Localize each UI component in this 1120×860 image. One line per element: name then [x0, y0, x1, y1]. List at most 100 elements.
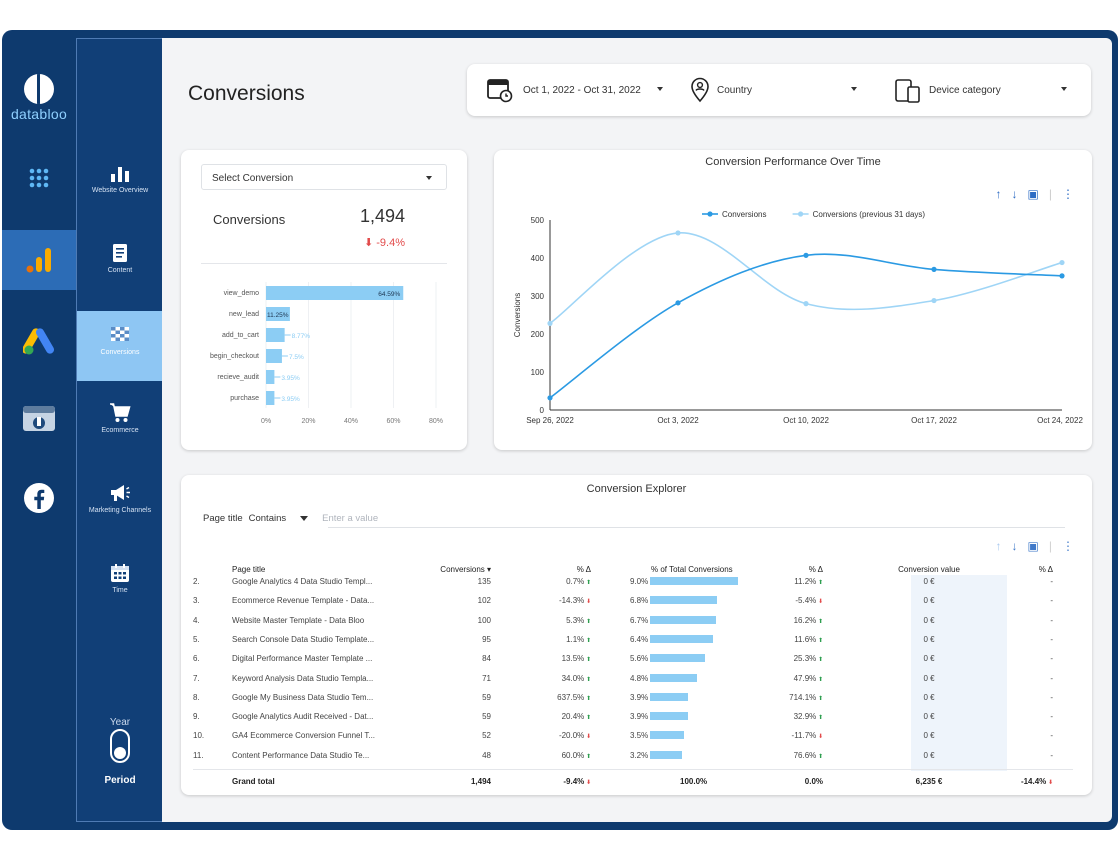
search-console-icon[interactable]	[2, 388, 76, 448]
nav-item-marketing-channels[interactable]: Marketing Channels	[77, 469, 163, 539]
brand-logo[interactable]: databloo	[2, 74, 76, 122]
google-ads-icon[interactable]	[2, 310, 76, 370]
nav-item-time[interactable]: Time	[77, 549, 163, 619]
arrow-up-icon: ⬆	[816, 715, 823, 722]
chevron-down-icon	[1061, 87, 1067, 91]
row-conversion-value: 0 €	[923, 577, 935, 586]
row-share: 9.0%	[630, 577, 780, 586]
arrow-up-icon: ⬆	[584, 618, 591, 625]
arrow-up-icon: ⬆	[816, 657, 823, 664]
grand-total-delta: -14.4% ⬇	[1020, 777, 1053, 786]
y-tick-label: 200	[531, 330, 545, 339]
arrow-up-icon: ⬆	[584, 753, 591, 760]
y-tick-label: 500	[531, 216, 545, 225]
kpi-delta: ⬇ -9.4%	[364, 236, 405, 249]
row-share-label: 6.4%	[630, 634, 649, 644]
row-number: 8.	[193, 692, 200, 702]
grand-total-delta: 0.0%	[804, 777, 823, 786]
column-header-delta: % Δ	[576, 565, 591, 574]
table-row[interactable]: 10. GA4 Ecommerce Conversion Funnel T... 5…	[181, 727, 1092, 746]
nav-item-website-overview[interactable]: Website Overview	[77, 149, 163, 219]
table-row[interactable]: 8. Google My Business Data Studio Tem... 5…	[181, 689, 1092, 708]
row-page-title: Google Analytics 4 Data Studio Templ...	[232, 577, 373, 586]
table-row[interactable]: 11. Content Performance Data Studio Te...…	[181, 747, 1092, 766]
x-tick-label: Oct 17, 2022	[911, 416, 957, 425]
row-number: 2.	[193, 577, 200, 586]
row-number: 11.	[193, 750, 204, 760]
sort-descending-icon[interactable]: ↓	[1011, 539, 1018, 553]
sort-descending-icon[interactable]: ↓	[1011, 187, 1018, 201]
row-delta: -20.0% ⬇	[558, 731, 591, 741]
row-conversions: 71	[482, 673, 491, 683]
row-page-title: GA4 Ecommerce Conversion Funnel T...	[232, 731, 376, 741]
table-row[interactable]: 6. Digital Performance Master Template ..…	[181, 650, 1092, 669]
grand-total-conversions: 1,494	[470, 777, 491, 786]
location-pin-icon	[691, 77, 709, 103]
x-tick-label: 60%	[386, 418, 400, 425]
row-delta: 20.4% ⬆	[561, 712, 591, 722]
column-header-conversions[interactable]: Conversions ▾	[440, 565, 491, 574]
chart-options-icon[interactable]: ▣	[1027, 539, 1039, 553]
nav-item-label: Ecommerce	[101, 427, 139, 434]
product-icon-bar: databloo	[2, 30, 76, 830]
row-share: 6.7%	[630, 615, 780, 625]
table-toolbar: ↑ ↓ ▣ | ⋮	[996, 539, 1074, 553]
table-row[interactable]: 2. Google Analytics 4 Data Studio Templ..…	[181, 573, 1092, 592]
filter-value-input[interactable]: Enter a value	[322, 513, 379, 524]
select-conversion-dropdown[interactable]: Select Conversion	[201, 164, 447, 190]
series-point	[1059, 259, 1065, 266]
conversion-value-column-band	[911, 575, 1007, 771]
table-row[interactable]: 9. Google Analytics Audit Received - Dat.…	[181, 708, 1092, 727]
section-nav: Website Overview Content Conversions Eco…	[76, 38, 163, 822]
date-range-picker[interactable]: Oct 1, 2022 - Oct 31, 2022	[487, 64, 663, 116]
analytics-icon[interactable]	[2, 230, 76, 290]
year-period-toggle[interactable]	[110, 729, 130, 763]
table-row[interactable]: 4. Website Master Template - Data Bloo 100…	[181, 612, 1092, 631]
nav-item-content[interactable]: Content	[77, 229, 163, 299]
row-conversion-value: 0 €	[923, 692, 935, 702]
arrow-up-icon: ⬆	[584, 657, 591, 664]
row-share-bar	[650, 634, 713, 643]
row-number: 7.	[193, 673, 200, 683]
x-tick-label: Sep 26, 2022	[526, 416, 574, 425]
arrow-down-icon: ⬇	[584, 599, 591, 606]
nav-item-label: Time	[112, 587, 128, 594]
x-tick-label: 0%	[261, 418, 271, 425]
brand-logo-text: databloo	[10, 106, 68, 122]
row-share-label: 9.0%	[630, 577, 649, 586]
kpi-label: Conversions	[213, 212, 286, 227]
row-number: 3.	[193, 596, 200, 606]
device-category-filter[interactable]: Device category	[895, 64, 1067, 116]
row-conversion-value: 0 €	[923, 615, 935, 625]
funnel-bar	[266, 391, 275, 405]
chart-options-icon[interactable]: ▣	[1027, 187, 1039, 201]
apps-grid-icon[interactable]	[2, 148, 76, 208]
table-row[interactable]: 3. Ecommerce Revenue Template - Data... 10…	[181, 592, 1092, 611]
more-menu-icon[interactable]: ⋮	[1062, 539, 1074, 553]
grand-total-delta: -9.4% ⬇	[563, 777, 591, 786]
row-delta: -	[1050, 634, 1053, 644]
row-number: 4.	[193, 615, 200, 625]
megaphone-icon	[77, 479, 163, 507]
filter-operator-select[interactable]: Contains	[249, 513, 317, 524]
row-conversions: 100	[477, 615, 491, 625]
row-share-bar	[650, 615, 716, 624]
facebook-icon[interactable]	[2, 468, 76, 528]
row-page-title: Digital Performance Master Template ...	[232, 654, 373, 664]
row-share: 6.4%	[630, 634, 780, 644]
row-share-label: 5.6%	[630, 654, 649, 664]
document-icon	[77, 239, 163, 267]
sort-ascending-icon[interactable]: ↑	[995, 539, 1002, 553]
more-menu-icon[interactable]: ⋮	[1062, 187, 1074, 201]
nav-item-ecommerce[interactable]: Ecommerce	[77, 389, 163, 459]
nav-item-conversions[interactable]: Conversions	[77, 311, 163, 381]
country-filter-value: Country	[717, 84, 753, 96]
row-conversion-value: 0 €	[923, 654, 935, 664]
grand-total-share: 100.0%	[680, 777, 708, 786]
sort-ascending-icon[interactable]: ↑	[995, 187, 1002, 201]
funnel-category-label: recieve_audit	[217, 374, 259, 381]
conversion-explorer-card: Conversion Explorer Page title Contains …	[181, 475, 1092, 795]
table-row[interactable]: 7. Keyword Analysis Data Studio Templa...…	[181, 670, 1092, 689]
table-row[interactable]: 5. Search Console Data Studio Template...…	[181, 631, 1092, 650]
country-filter[interactable]: Country	[689, 64, 857, 116]
